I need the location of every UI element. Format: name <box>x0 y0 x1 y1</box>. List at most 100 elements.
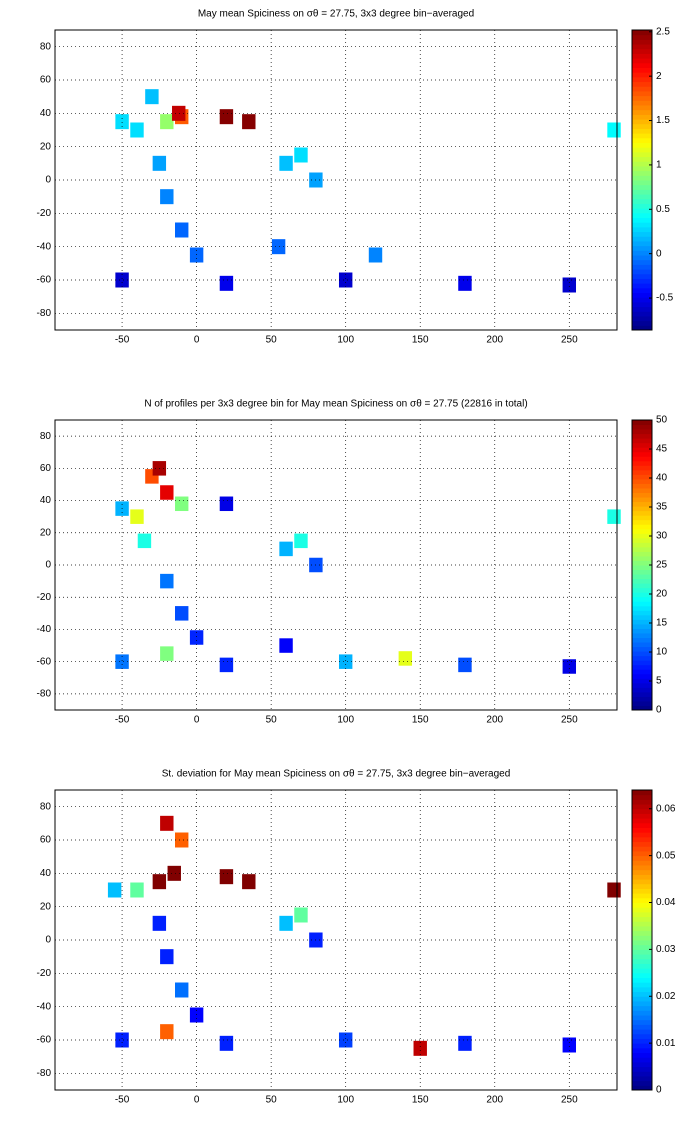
y-tick-label: -40 <box>37 624 52 635</box>
colorbar-step <box>632 1010 652 1016</box>
colorbar-step <box>632 222 652 228</box>
colorbar-step <box>632 48 652 54</box>
colorbar-step <box>632 420 652 426</box>
x-tick-label: 100 <box>337 715 354 726</box>
colorbar-step <box>632 236 652 242</box>
data-cell <box>160 189 174 205</box>
colorbar-step <box>632 637 652 643</box>
colorbar-step <box>632 34 652 40</box>
colorbar-step <box>632 180 652 186</box>
colorbar-step <box>632 991 652 997</box>
data-cell <box>160 646 174 661</box>
data-cell <box>219 657 234 673</box>
data-cell <box>137 533 152 549</box>
colorbar-step <box>632 841 652 847</box>
colorbar-step <box>632 287 652 293</box>
y-tick-label: -80 <box>37 1068 52 1079</box>
y-tick-label: 80 <box>40 431 52 442</box>
colorbar-step <box>632 587 652 593</box>
colorbar-step <box>632 506 652 512</box>
colorbar-step <box>632 610 652 616</box>
colorbar-step <box>632 255 652 261</box>
y-tick-label: 60 <box>40 463 52 474</box>
colorbar-label: 25 <box>656 560 668 571</box>
colorbar-step <box>632 62 652 68</box>
data-cell <box>107 882 122 898</box>
colorbar-label: 35 <box>656 502 668 513</box>
colorbar-step <box>632 189 652 195</box>
colorbar-step <box>632 869 652 875</box>
data-cell <box>175 832 189 848</box>
y-tick-label: -20 <box>37 592 52 603</box>
colorbar-step <box>632 259 652 265</box>
colorbar-step <box>632 72 652 78</box>
colorbar-step <box>632 651 652 657</box>
colorbar-step <box>632 297 652 303</box>
colorbar-label: 0 <box>656 1085 662 1096</box>
colorbar-step <box>632 682 652 688</box>
data-cell <box>160 114 174 130</box>
colorbar-step <box>632 799 652 805</box>
colorbar-step <box>632 433 652 439</box>
colorbar-step <box>632 442 652 448</box>
colorbar-step <box>632 269 652 275</box>
colorbar-step <box>632 696 652 702</box>
data-cell <box>189 630 204 645</box>
colorbar-step <box>632 897 652 903</box>
colorbar-step <box>632 687 652 693</box>
colorbar-label: 1.5 <box>656 115 670 126</box>
data-cell <box>294 533 308 549</box>
colorbar-step <box>632 1029 652 1035</box>
colorbar-step <box>632 808 652 814</box>
colorbar-step <box>632 76 652 83</box>
colorbar-step <box>632 519 652 525</box>
data-cell <box>160 1024 174 1040</box>
colorbar-step <box>632 39 652 45</box>
colorbar-step <box>632 429 652 435</box>
colorbar-step <box>632 161 652 167</box>
colorbar-step <box>632 292 652 298</box>
colorbar-step <box>632 460 652 466</box>
colorbar-step <box>632 114 652 120</box>
data-cell <box>219 109 234 125</box>
x-tick-label: 0 <box>194 1095 200 1106</box>
data-cell <box>607 509 621 524</box>
plot-frame <box>54 29 618 331</box>
data-cell <box>279 155 293 171</box>
colorbar-step <box>632 940 652 946</box>
colorbar-step <box>632 977 652 983</box>
colorbar-label: 0.02 <box>656 991 676 1002</box>
data-cell <box>115 272 129 288</box>
data-cell <box>338 1032 353 1048</box>
colorbar-step <box>632 935 652 941</box>
colorbar-step <box>632 474 652 480</box>
colorbar-step <box>632 1024 652 1030</box>
colorbar-step <box>632 194 652 200</box>
data-cell <box>175 222 189 238</box>
colorbar-label: 1 <box>656 160 662 171</box>
x-tick-label: 150 <box>412 335 429 346</box>
colorbar-step <box>632 483 652 489</box>
data-cell <box>160 815 174 831</box>
colorbar-step <box>632 705 652 711</box>
colorbar-step <box>632 664 652 670</box>
colorbar-step <box>632 325 652 331</box>
data-cell <box>175 982 189 998</box>
y-tick-label: 0 <box>45 935 51 946</box>
colorbar-step <box>632 1057 652 1063</box>
data-cell <box>160 573 174 589</box>
colorbar-label: 50 <box>656 415 668 426</box>
colorbar-step <box>632 533 652 539</box>
colorbar-label: 20 <box>656 589 668 600</box>
chart-title: N of profiles per 3x3 degree bin for May… <box>144 399 527 410</box>
colorbar-step <box>632 986 652 993</box>
colorbar-step <box>632 560 652 566</box>
data-cell <box>130 122 144 138</box>
data-cell <box>130 882 144 898</box>
colorbar-step <box>632 315 652 322</box>
data-cell <box>294 907 308 923</box>
data-cell <box>413 1040 427 1056</box>
data-cell <box>152 915 167 931</box>
colorbar-step <box>632 165 652 172</box>
